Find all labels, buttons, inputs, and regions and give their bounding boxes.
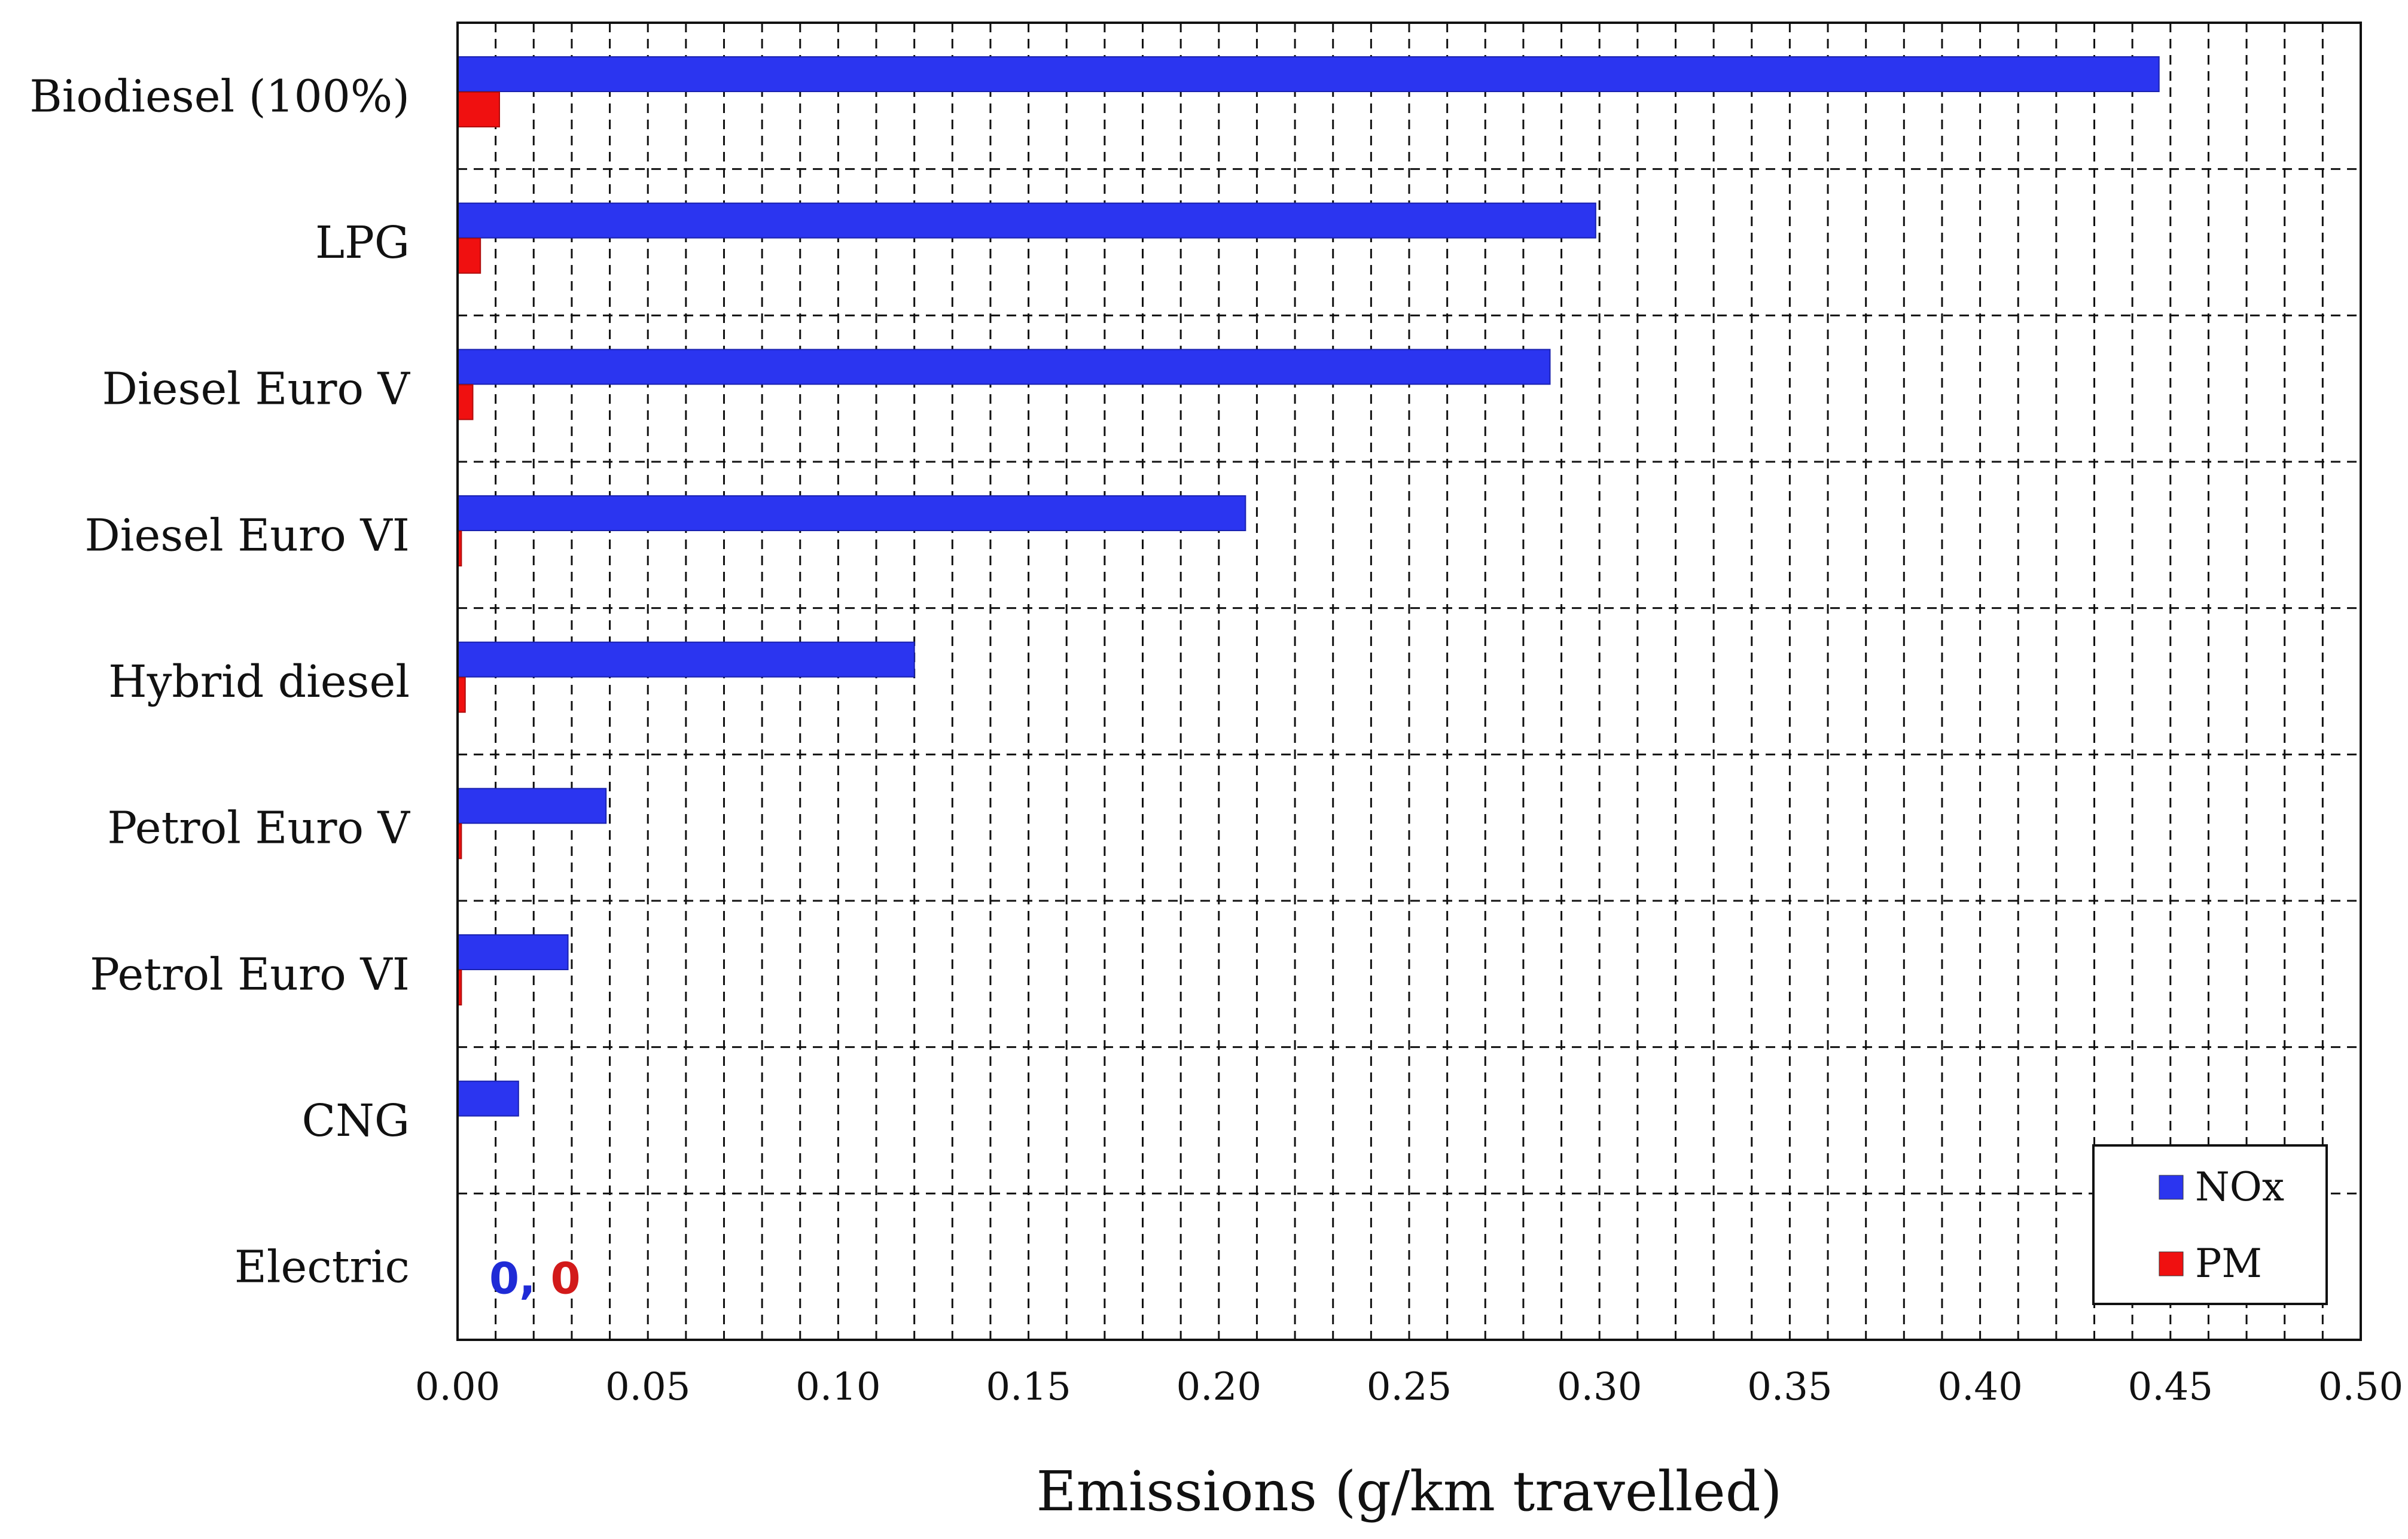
annotation-layer: 0, 0 [489,1254,581,1304]
bar-nox-7 [457,1080,519,1117]
x-tick-label: 0.05 [605,1365,691,1409]
bar-nox-0 [457,56,2160,92]
category-label: Diesel Euro VI [84,510,410,561]
x-tick-label: 0.50 [2318,1365,2404,1409]
bar-pm-2 [457,384,474,420]
category-label: Petrol Euro VI [90,949,410,1000]
labels-layer: Biodiesel (100%) LPG Diesel Euro V Diesel E… [29,71,2403,1523]
x-tick-label: 0.15 [986,1365,1071,1409]
x-tick-label: 0.00 [415,1365,501,1409]
legend: NOx PM [2092,1144,2328,1305]
bar-nox-4 [457,641,915,678]
category-label: Hybrid diesel [108,656,410,708]
category-label: Biodiesel (100%) [29,71,410,122]
x-tick-label: 0.40 [1937,1365,2023,1409]
annotation-part: 0, [489,1254,535,1304]
category-label: CNG [302,1095,410,1147]
bars-layer [457,56,2160,1117]
bar-nox-3 [457,495,1246,531]
category-label: Petrol Euro V [107,803,410,854]
x-tick-label: 0.35 [1747,1365,1833,1409]
x-tick-label: 0.30 [1557,1365,1642,1409]
legend-swatch-pm [2159,1251,2184,1276]
annotation-part: 0 [535,1254,580,1304]
bar-nox-5 [457,788,607,824]
electric-zero-annotation: 0, 0 [489,1254,581,1304]
legend-label-pm: PM [2195,1241,2262,1287]
x-axis-title: Emissions (g/km travelled) [1036,1459,1782,1523]
x-tick-label: 0.20 [1176,1365,1262,1409]
x-tick-label: 0.25 [1367,1365,1452,1409]
x-tick-label: 0.10 [795,1365,881,1409]
bar-nox-6 [457,934,569,970]
category-label: Electric [234,1242,410,1293]
legend-label-nox: NOx [2195,1164,2284,1210]
bar-nox-2 [457,349,1551,385]
bar-pm-0 [457,92,501,127]
plot-frame [456,22,2362,1341]
category-label: LPG [315,217,410,269]
bar-nox-1 [457,202,1596,239]
category-label: Diesel Euro V [102,364,411,415]
x-tick-label: 0.45 [2128,1365,2214,1409]
legend-swatch-nox [2159,1175,2184,1200]
legend-box [2092,1144,2328,1305]
grid-layer [458,23,2361,1340]
bar-pm-1 [457,237,481,274]
